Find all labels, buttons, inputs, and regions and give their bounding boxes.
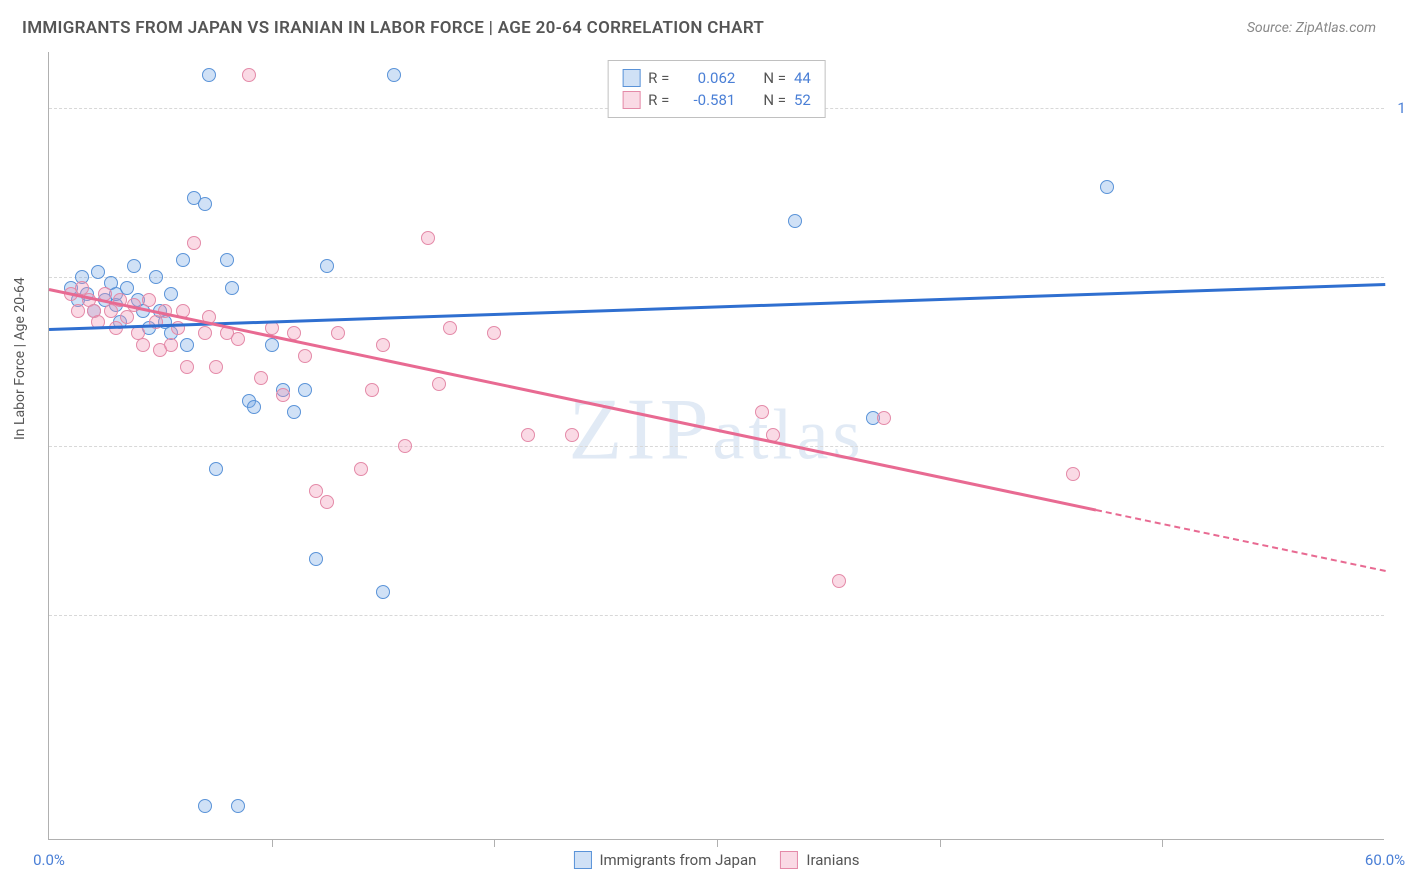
legend-row-japan: R = 0.062 N = 44 <box>622 67 811 89</box>
data-point-iranians <box>142 293 156 307</box>
legend-label: Iranians <box>806 851 859 869</box>
data-point-iranians <box>376 338 390 352</box>
data-point-japan <box>320 259 334 273</box>
data-point-iranians <box>521 428 535 442</box>
r-label: R = <box>648 69 669 87</box>
n-value: 52 <box>794 91 811 109</box>
y-tick-label: 100.0% <box>1397 99 1406 117</box>
trend-line <box>49 283 1385 331</box>
data-point-japan <box>176 253 190 267</box>
x-tick-label: 60.0% <box>1365 851 1405 869</box>
x-tick <box>717 839 718 847</box>
x-tick-label: 0.0% <box>33 851 65 869</box>
data-point-iranians <box>198 326 212 340</box>
data-point-iranians <box>254 371 268 385</box>
source-attribution: Source: ZipAtlas.com <box>1247 20 1376 36</box>
scatter-chart: ZIPatlas 55.0%70.0%85.0%100.0%0.0%60.0%R… <box>48 52 1384 840</box>
x-tick <box>272 839 273 847</box>
data-point-japan <box>198 197 212 211</box>
trend-line <box>49 288 1096 511</box>
n-label: N = <box>763 91 786 109</box>
data-point-iranians <box>354 462 368 476</box>
x-tick <box>1162 839 1163 847</box>
chart-title: IMMIGRANTS FROM JAPAN VS IRANIAN IN LABO… <box>22 18 764 38</box>
series-legend: Immigrants from Japan Iranians <box>573 851 859 869</box>
data-point-iranians <box>365 383 379 397</box>
data-point-japan <box>180 338 194 352</box>
data-point-japan <box>788 214 802 228</box>
r-value: -0.581 <box>677 91 735 109</box>
data-point-japan <box>209 462 223 476</box>
data-point-iranians <box>755 405 769 419</box>
gridline <box>49 277 1384 278</box>
data-point-iranians <box>487 326 501 340</box>
legend-item-iranians: Iranians <box>780 851 859 869</box>
data-point-iranians <box>565 428 579 442</box>
data-point-japan <box>91 265 105 279</box>
legend-swatch <box>622 69 640 87</box>
correlation-legend: R = 0.062 N = 44 R = -0.581 N = 52 <box>607 60 826 118</box>
data-point-iranians <box>187 236 201 250</box>
data-point-iranians <box>432 377 446 391</box>
data-point-iranians <box>443 321 457 335</box>
n-label: N = <box>763 69 786 87</box>
data-point-japan <box>202 68 216 82</box>
data-point-iranians <box>398 439 412 453</box>
data-point-iranians <box>231 332 245 346</box>
x-tick <box>940 839 941 847</box>
legend-swatch <box>780 851 798 869</box>
data-point-japan <box>220 253 234 267</box>
r-value: 0.062 <box>677 69 735 87</box>
data-point-japan <box>127 259 141 273</box>
y-axis-label: In Labor Force | Age 20-64 <box>12 277 28 440</box>
data-point-iranians <box>320 495 334 509</box>
legend-swatch <box>622 91 640 109</box>
data-point-iranians <box>242 68 256 82</box>
data-point-japan <box>198 799 212 813</box>
data-point-iranians <box>1066 467 1080 481</box>
data-point-japan <box>164 287 178 301</box>
n-value: 44 <box>794 69 811 87</box>
data-point-japan <box>231 799 245 813</box>
legend-row-iranians: R = -0.581 N = 52 <box>622 89 811 111</box>
gridline <box>49 615 1384 616</box>
data-point-japan <box>247 400 261 414</box>
data-point-iranians <box>331 326 345 340</box>
data-point-japan <box>309 552 323 566</box>
legend-label: Immigrants from Japan <box>599 851 756 869</box>
data-point-iranians <box>832 574 846 588</box>
data-point-iranians <box>309 484 323 498</box>
data-point-iranians <box>421 231 435 245</box>
data-point-iranians <box>71 304 85 318</box>
legend-swatch <box>573 851 591 869</box>
data-point-iranians <box>209 360 223 374</box>
data-point-japan <box>225 281 239 295</box>
data-point-iranians <box>164 338 178 352</box>
data-point-japan <box>265 338 279 352</box>
gridline <box>49 446 1384 447</box>
data-point-iranians <box>136 338 150 352</box>
trend-line <box>1095 509 1385 572</box>
data-point-japan <box>287 405 301 419</box>
data-point-iranians <box>877 411 891 425</box>
data-point-japan <box>149 270 163 284</box>
r-label: R = <box>648 91 669 109</box>
data-point-iranians <box>104 304 118 318</box>
x-tick <box>494 839 495 847</box>
data-point-iranians <box>276 388 290 402</box>
data-point-iranians <box>298 349 312 363</box>
data-point-japan <box>387 68 401 82</box>
data-point-japan <box>298 383 312 397</box>
legend-item-japan: Immigrants from Japan <box>573 851 756 869</box>
data-point-japan <box>376 585 390 599</box>
data-point-iranians <box>180 360 194 374</box>
data-point-japan <box>1100 180 1114 194</box>
